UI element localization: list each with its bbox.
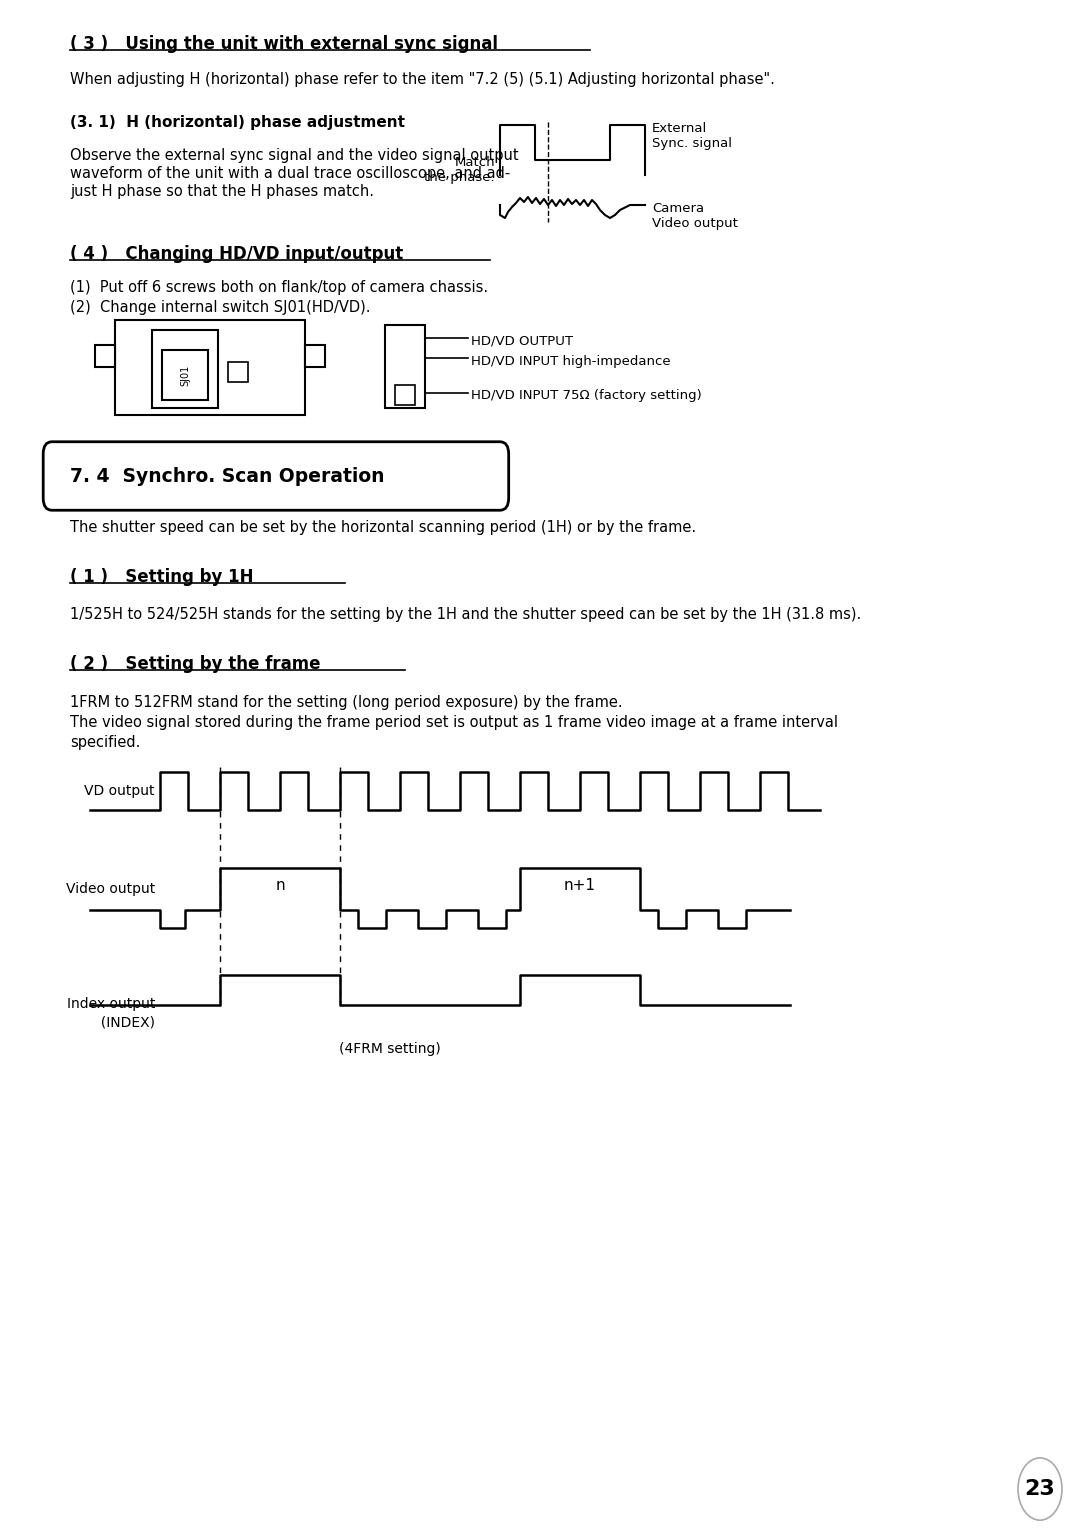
Text: Camera
Video output: Camera Video output xyxy=(652,202,738,229)
Text: Index output: Index output xyxy=(67,997,156,1011)
Text: The shutter speed can be set by the horizontal scanning period (1H) or by the fr: The shutter speed can be set by the hori… xyxy=(70,520,697,535)
Bar xyxy=(162,350,208,401)
Bar xyxy=(95,346,114,367)
Text: The video signal stored during the frame period set is output as 1 frame video i: The video signal stored during the frame… xyxy=(70,716,838,729)
Bar xyxy=(228,362,248,382)
Text: ( 4 )   Changing HD/VD input/output: ( 4 ) Changing HD/VD input/output xyxy=(70,245,403,263)
Text: Match
the phase.: Match the phase. xyxy=(424,156,495,183)
Text: VD output: VD output xyxy=(84,784,156,798)
Bar xyxy=(152,330,218,408)
Text: Observe the external sync signal and the video signal output: Observe the external sync signal and the… xyxy=(70,148,518,164)
Text: HD/VD OUTPUT: HD/VD OUTPUT xyxy=(471,335,573,347)
Text: ( 3 )   Using the unit with external sync signal: ( 3 ) Using the unit with external sync … xyxy=(70,35,498,54)
Text: HD/VD INPUT 75Ω (factory setting): HD/VD INPUT 75Ω (factory setting) xyxy=(471,390,702,402)
Text: (INDEX): (INDEX) xyxy=(92,1015,156,1029)
Text: 7. 4  Synchro. Scan Operation: 7. 4 Synchro. Scan Operation xyxy=(70,466,384,486)
Text: waveform of the unit with a dual trace oscilloscope, and ad-: waveform of the unit with a dual trace o… xyxy=(70,167,510,180)
FancyBboxPatch shape xyxy=(43,442,509,511)
Text: (1)  Put off 6 screws both on flank/top of camera chassis.: (1) Put off 6 screws both on flank/top o… xyxy=(70,280,488,295)
Text: 1FRM to 512FRM stand for the setting (long period exposure) by the frame.: 1FRM to 512FRM stand for the setting (lo… xyxy=(70,696,623,709)
Text: n+1: n+1 xyxy=(564,878,596,893)
Circle shape xyxy=(1018,1457,1062,1520)
Text: 1/525H to 524/525H stands for the setting by the 1H and the shutter speed can be: 1/525H to 524/525H stands for the settin… xyxy=(70,607,861,622)
Text: (2)  Change internal switch SJ01(HD/VD).: (2) Change internal switch SJ01(HD/VD). xyxy=(70,300,370,315)
Text: Video output: Video output xyxy=(66,882,156,896)
Text: (3. 1)  H (horizontal) phase adjustment: (3. 1) H (horizontal) phase adjustment xyxy=(70,115,405,130)
Text: 23: 23 xyxy=(1025,1479,1055,1498)
Text: SJ01: SJ01 xyxy=(180,364,190,385)
Text: just H phase so that the H phases match.: just H phase so that the H phases match. xyxy=(70,183,374,199)
Text: When adjusting H (horizontal) phase refer to the item "7.2 (5) (5.1) Adjusting h: When adjusting H (horizontal) phase refe… xyxy=(70,72,774,87)
Text: specified.: specified. xyxy=(70,735,140,751)
Text: External
Sync. signal: External Sync. signal xyxy=(652,122,732,150)
Bar xyxy=(305,346,325,367)
Text: HD/VD INPUT high-impedance: HD/VD INPUT high-impedance xyxy=(471,355,671,367)
Text: ( 1 )   Setting by 1H: ( 1 ) Setting by 1H xyxy=(70,567,254,586)
Bar xyxy=(114,320,305,414)
Bar xyxy=(384,326,426,408)
Bar xyxy=(395,385,415,405)
Text: ( 2 )   Setting by the frame: ( 2 ) Setting by the frame xyxy=(70,654,321,673)
Text: (4FRM setting): (4FRM setting) xyxy=(339,1041,441,1057)
Text: n: n xyxy=(275,878,285,893)
